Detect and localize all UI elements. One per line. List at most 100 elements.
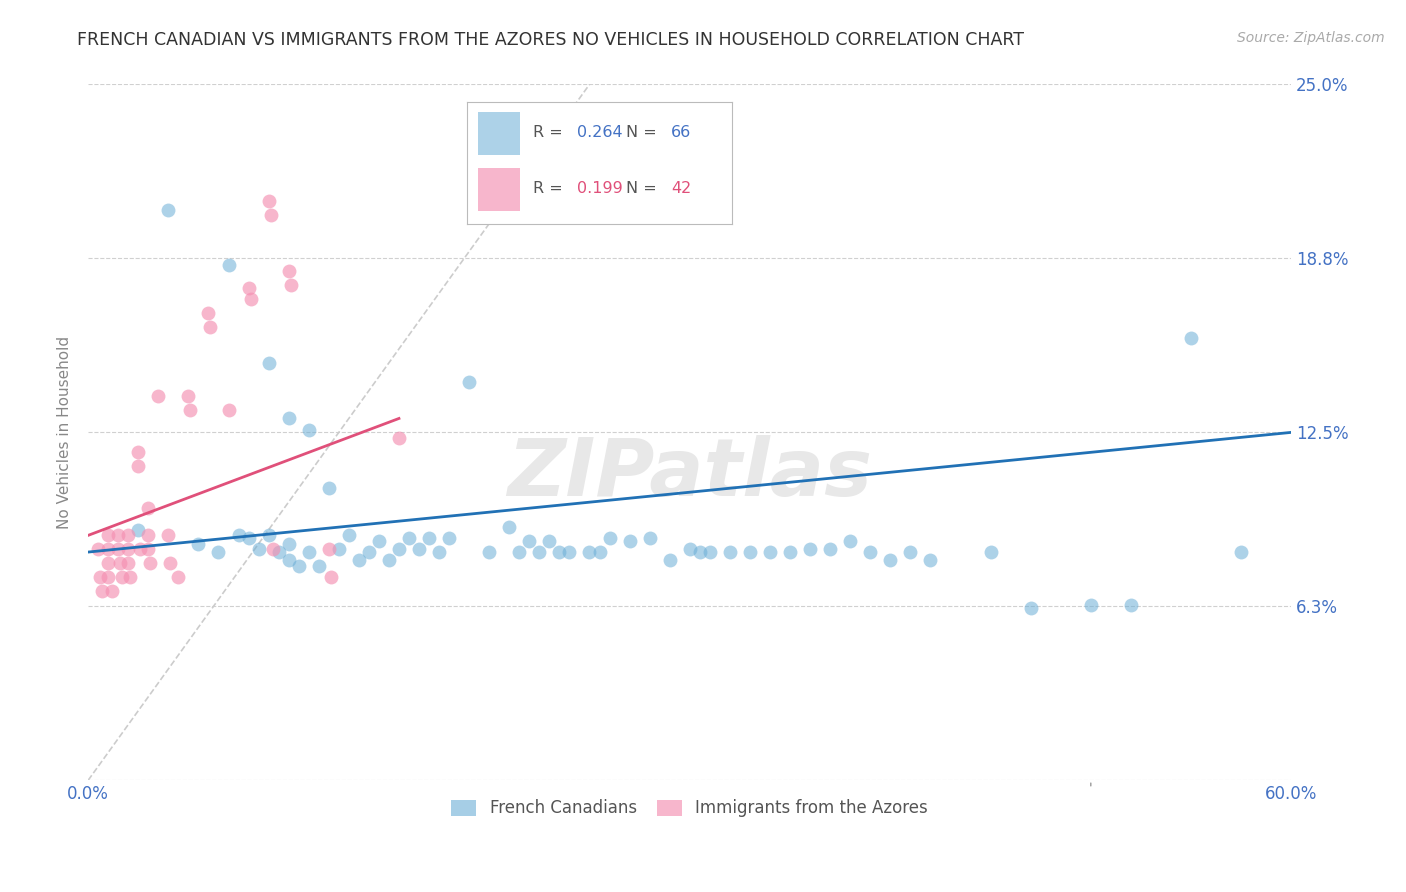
Point (97, 542, 120, 557)
Point (679, 542, 702, 557)
Point (418, 531, 440, 545)
Point (318, 481, 340, 495)
Point (548, 545, 571, 559)
Point (238, 531, 260, 545)
Point (97, 556, 120, 570)
Point (839, 533, 862, 548)
Point (818, 542, 841, 557)
Point (408, 542, 430, 557)
Point (277, 264, 299, 278)
Point (738, 545, 761, 559)
Point (1180, 331, 1202, 345)
Point (127, 523, 149, 537)
Point (879, 553, 901, 567)
Point (127, 458, 149, 473)
Point (298, 423, 321, 437)
Point (257, 528, 280, 542)
Point (478, 545, 501, 559)
Point (859, 545, 882, 559)
Point (148, 389, 170, 403)
Point (197, 306, 219, 320)
Point (779, 545, 801, 559)
Point (120, 570, 142, 584)
Point (136, 528, 159, 542)
Point (97, 528, 120, 542)
Point (139, 556, 162, 570)
Point (1119, 598, 1142, 612)
Point (898, 545, 921, 559)
Point (980, 545, 1002, 559)
Point (257, 194, 280, 209)
Point (638, 531, 661, 545)
Point (110, 556, 132, 570)
Point (558, 545, 581, 559)
Legend: French Canadians, Immigrants from the Azores: French Canadians, Immigrants from the Az… (444, 793, 935, 824)
Point (498, 520, 520, 534)
Point (136, 542, 159, 557)
Text: ZIPatlas: ZIPatlas (508, 435, 872, 513)
Point (89, 570, 111, 584)
Point (508, 545, 530, 559)
Point (458, 376, 481, 390)
Point (337, 528, 360, 542)
Point (427, 545, 450, 559)
Point (619, 533, 641, 548)
Point (388, 431, 411, 445)
Point (101, 584, 124, 599)
Text: FRENCH CANADIAN VS IMMIGRANTS FROM THE AZORES NO VEHICLES IN HOUSEHOLD CORRELATI: FRENCH CANADIAN VS IMMIGRANTS FROM THE A… (77, 31, 1025, 49)
Point (538, 533, 561, 548)
Point (277, 553, 299, 567)
Point (91, 584, 114, 599)
Point (357, 545, 380, 559)
Point (129, 542, 152, 557)
Point (262, 542, 284, 557)
Point (517, 533, 540, 548)
Point (318, 542, 340, 557)
Text: Source: ZipAtlas.com: Source: ZipAtlas.com (1237, 31, 1385, 45)
Point (759, 545, 782, 559)
Point (97, 570, 120, 584)
Point (228, 528, 250, 542)
Point (238, 280, 260, 294)
Point (107, 528, 129, 542)
Point (111, 570, 134, 584)
Point (187, 537, 209, 551)
Point (167, 570, 190, 584)
Point (368, 533, 391, 548)
Point (599, 531, 621, 545)
Point (177, 389, 200, 403)
Point (1080, 598, 1102, 612)
Point (328, 542, 350, 557)
Point (578, 545, 600, 559)
Point (378, 553, 401, 567)
Y-axis label: No Vehicles in Household: No Vehicles in Household (58, 335, 72, 529)
Point (699, 545, 721, 559)
Point (529, 545, 551, 559)
Point (127, 445, 149, 459)
Point (308, 559, 330, 574)
Point (398, 531, 420, 545)
Point (207, 545, 229, 559)
Point (1230, 545, 1253, 559)
Point (179, 403, 201, 417)
Point (588, 545, 610, 559)
Point (257, 356, 280, 370)
Point (247, 542, 270, 557)
Point (287, 559, 309, 574)
Point (920, 553, 942, 567)
Point (689, 545, 711, 559)
Point (267, 545, 290, 559)
Point (218, 403, 240, 417)
Point (347, 553, 370, 567)
Point (298, 545, 321, 559)
Point (277, 537, 299, 551)
Point (157, 202, 180, 217)
Point (218, 258, 240, 272)
Point (437, 531, 460, 545)
Point (718, 545, 741, 559)
Point (799, 542, 821, 557)
Point (107, 542, 129, 557)
Point (280, 277, 302, 292)
Point (200, 319, 222, 334)
Point (87, 542, 110, 557)
